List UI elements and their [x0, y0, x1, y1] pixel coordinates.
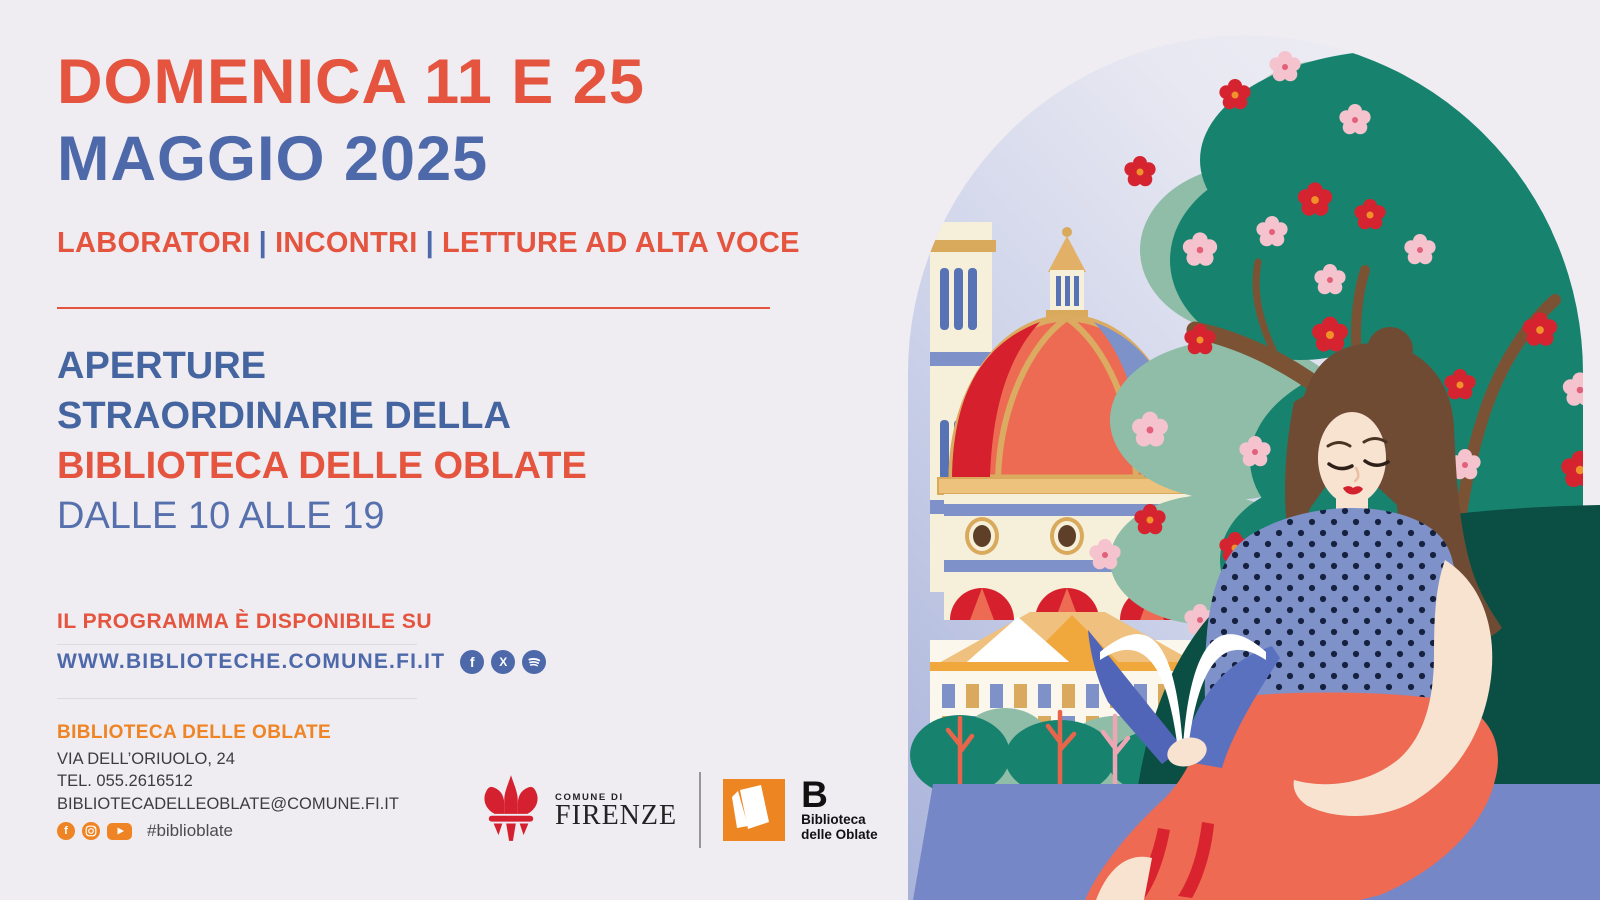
- coral-skirt: [1085, 692, 1498, 900]
- contact-address: VIA DELL’ORIUOLO, 24: [57, 749, 235, 768]
- website-row: WWW.BIBLIOTECHE.COMUNE.FI.IT f X: [57, 650, 547, 674]
- lips: [1343, 486, 1363, 495]
- comune-name: FIRENZE: [555, 799, 678, 831]
- contact-block: BIBLIOTECA DELLE OBLATE VIA DELL’ORIUOLO…: [57, 722, 399, 843]
- x-icon: X: [491, 650, 516, 674]
- title-line-2: MAGGIO 2025: [57, 124, 489, 194]
- face-features: [1326, 437, 1390, 483]
- divider-rule: [57, 307, 770, 309]
- oblate-letter-b: B: [801, 774, 828, 815]
- opening-line-3: BIBLIOTECA DELLE OBLATE: [57, 445, 587, 487]
- opening-hours: DALLE 10 ALLE 19: [57, 495, 385, 537]
- logo-divider: [699, 772, 702, 848]
- giglio-fleur-de-lis-icon: [484, 775, 538, 841]
- hair-bun: [1367, 327, 1413, 373]
- contact-phone: TEL. 055.2616512: [57, 772, 193, 790]
- arm: [1293, 560, 1493, 817]
- opening-info: APERTURE STRAORDINARIE DELLA BIBLIOTECA …: [57, 341, 587, 541]
- open-book: [1088, 630, 1280, 768]
- event-type-letture: LETTURE AD ALTA VOCE: [442, 227, 800, 259]
- oblate-line-1: Biblioteca: [801, 812, 866, 827]
- facebook-icon: f: [57, 822, 75, 841]
- reading-woman: [1085, 327, 1502, 900]
- facebook-icon: f: [460, 650, 485, 674]
- skirt-fold: [1178, 822, 1214, 898]
- comune-small-label: COMUNE DI: [555, 791, 624, 803]
- instagram-icon: [82, 822, 100, 841]
- separator: |: [425, 227, 435, 259]
- contact-social-row: f #biblioblate: [57, 820, 399, 843]
- separator: |: [258, 227, 268, 259]
- thin-divider: [57, 644, 417, 645]
- biblioteca-oblate-logo-mark: [723, 779, 786, 841]
- contact-name: BIBLIOTECA DELLE OBLATE: [57, 722, 332, 743]
- face: [1318, 412, 1386, 504]
- poster-title: DOMENICA 11 E 25 MAGGIO 2025: [57, 44, 645, 198]
- hashtag: #biblioblate: [147, 821, 234, 840]
- contact-email: BIBLIOTECADELLEOBLATE@COMUNE.FI.IT: [57, 794, 399, 813]
- thin-divider: [57, 698, 417, 699]
- opening-line-1: APERTURE: [57, 345, 267, 387]
- opening-line-2: STRAORDINARIE DELLA: [57, 395, 511, 437]
- youtube-icon: [107, 822, 132, 840]
- spotify-icon: [522, 650, 547, 674]
- institutional-logos: COMUNE DI FIRENZE B Biblioteca delle Obl…: [483, 768, 878, 852]
- oblate-line-2: delle Oblate: [801, 827, 878, 842]
- event-type-incontri: INCONTRI: [275, 227, 418, 259]
- title-line-1: DOMENICA 11 E 25: [57, 47, 645, 117]
- florence-reading-illustration: [908, 35, 1600, 900]
- website-url: WWW.BIBLIOTECHE.COMUNE.FI.IT: [57, 650, 446, 673]
- biblioteca-oblate-logo-text: B Biblioteca delle Oblate: [801, 774, 878, 842]
- hand: [1167, 737, 1207, 767]
- comune-di-firenze-logo: COMUNE DI FIRENZE: [555, 791, 678, 831]
- leg: [1096, 856, 1152, 900]
- program-label: IL PROGRAMMA È DISPONIBILE SU: [57, 610, 433, 633]
- event-types: LABORATORI | INCONTRI | LETTURE AD ALTA VOCE: [57, 227, 800, 260]
- hair-fringe: [1306, 353, 1438, 432]
- event-type-laboratori: LABORATORI: [57, 227, 251, 259]
- open-book-icon: [732, 785, 770, 829]
